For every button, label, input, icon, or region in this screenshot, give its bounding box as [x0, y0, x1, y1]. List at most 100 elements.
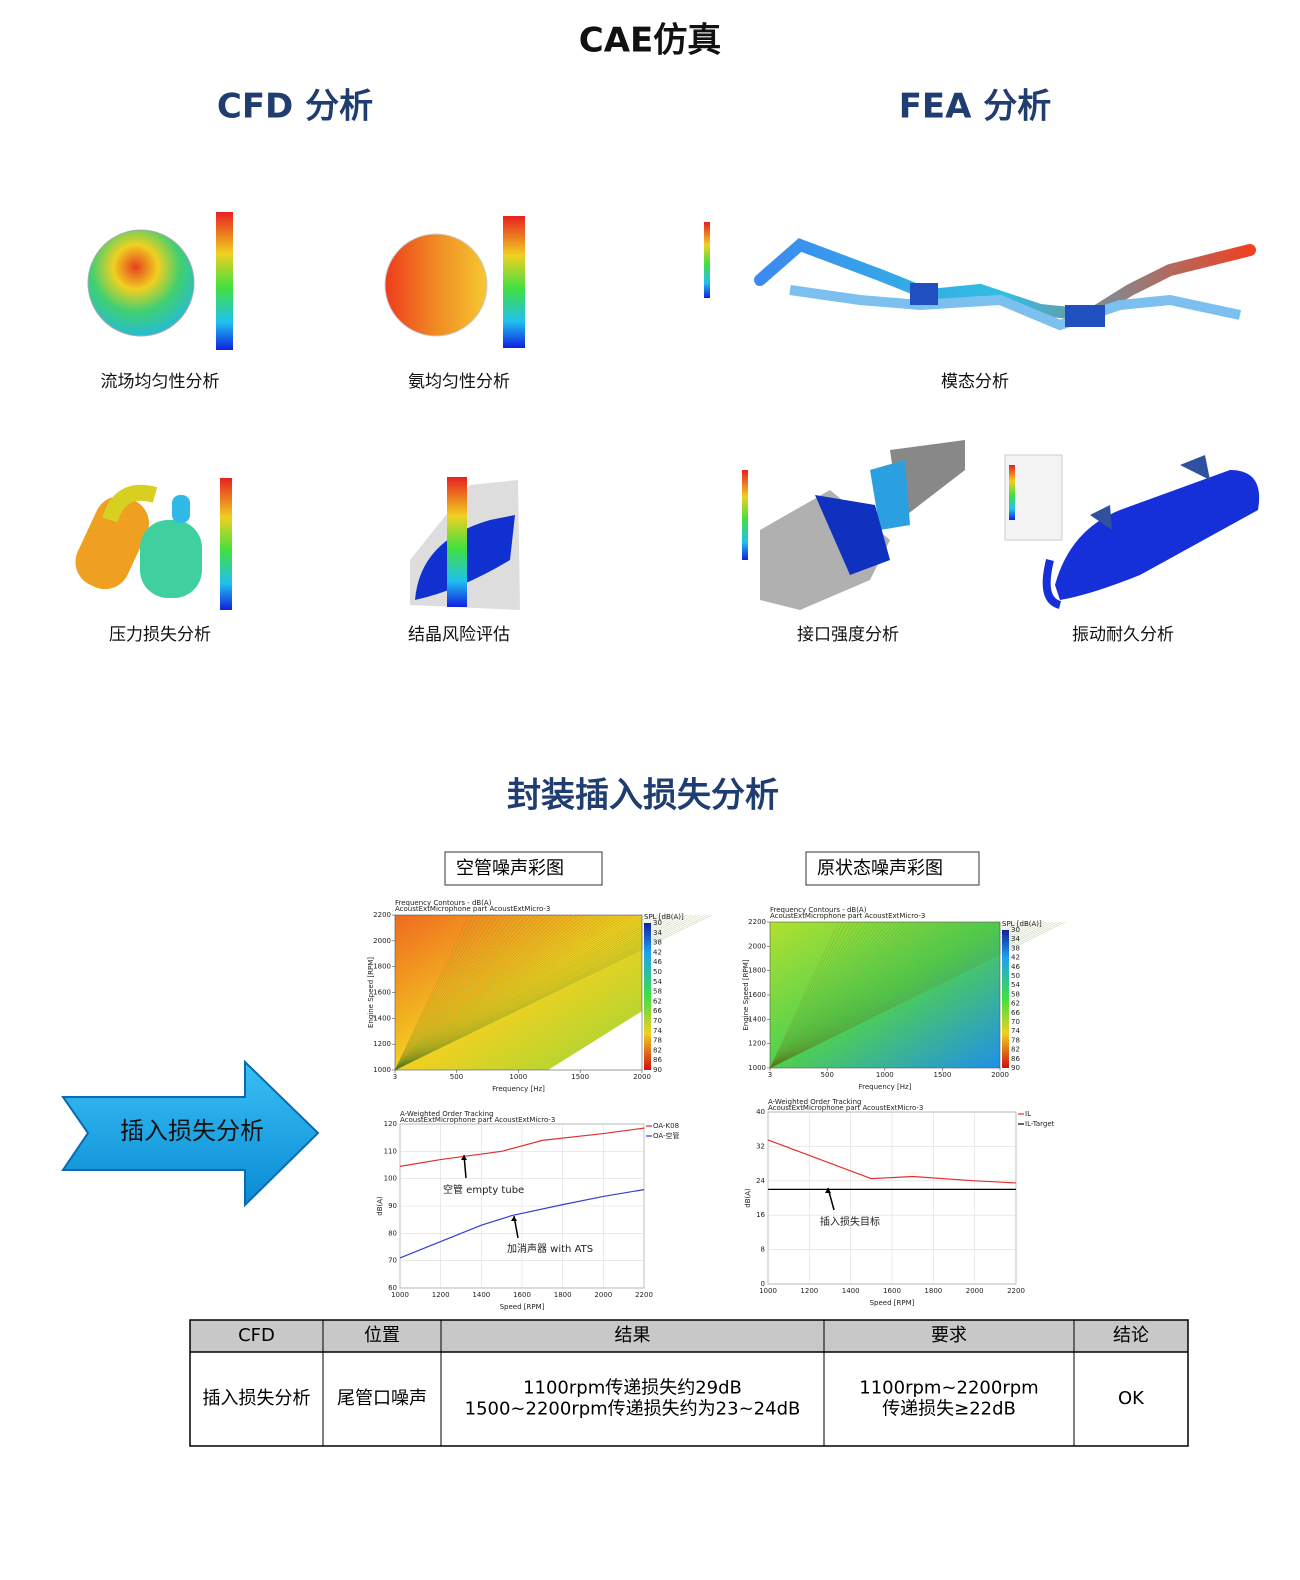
colorbar-tick-label: 30: [1011, 926, 1020, 934]
colorbar-tick-label: 34: [653, 929, 662, 937]
contour-texture: [769, 921, 993, 1069]
series-line: [767, 1139, 1017, 1184]
x-tick-label: 2000: [633, 1073, 651, 1081]
y-tick-label: 100: [384, 1175, 397, 1183]
contour-texture: [394, 914, 708, 1071]
label-box: [805, 851, 980, 886]
contour-texture: [769, 921, 913, 1069]
contour-texture: [769, 921, 859, 1069]
contour-texture: [394, 914, 478, 1071]
contour-texture: [394, 914, 585, 1071]
section-title: 封装插入损失分析: [507, 776, 779, 816]
contour-texture: [394, 914, 630, 1071]
x-axis-label: Frequency [Hz]: [859, 1083, 912, 1091]
x-tick-label: 1600: [883, 1287, 901, 1295]
legend-label: OA-K08: [653, 1122, 679, 1130]
contour-texture: [769, 921, 985, 1069]
contour-texture: [394, 914, 482, 1071]
contour-texture: [769, 921, 1058, 1069]
colorbar-tick-label: 54: [1011, 981, 1020, 989]
y-tick-label: 110: [384, 1147, 397, 1155]
cfd-image: [75, 478, 232, 610]
x-tick-label: 1000: [509, 1073, 527, 1081]
annotation-arrowhead: [511, 1216, 517, 1221]
contour-texture: [769, 921, 874, 1069]
table-cell: 尾管口噪声: [337, 1388, 427, 1409]
x-tick-label: 1400: [472, 1291, 490, 1299]
annotation: 空管 empty tube: [443, 1183, 524, 1196]
colorbar-tick-label: 86: [1011, 1055, 1020, 1063]
figure-caption: 氨均匀性分析: [408, 372, 510, 392]
contour-texture: [769, 921, 909, 1069]
contour-texture: [769, 921, 962, 1069]
contour-texture: [394, 914, 639, 1071]
contour-texture: [394, 914, 490, 1071]
contour-texture: [769, 921, 947, 1069]
y-axis-label: Engine Speed [RPM]: [367, 957, 375, 1028]
contour-texture: [769, 921, 928, 1069]
contour-texture: [769, 921, 955, 1069]
contour-texture: [769, 921, 970, 1069]
chart-title: A-Weighted Order Tracking: [400, 1110, 494, 1118]
y-tick-label: 120: [384, 1120, 397, 1128]
y-axis-label: dB(A): [744, 1188, 752, 1208]
y-axis-label: Engine Speed [RPM]: [742, 959, 750, 1030]
figure-caption: 模态分析: [941, 372, 1009, 392]
colorbar-tick-label: 70: [1011, 1018, 1020, 1026]
legend-label: OA-空管: [653, 1131, 680, 1140]
contour-texture: [394, 914, 626, 1071]
y-axis-label: dB(A): [376, 1196, 384, 1216]
y-tick-label: 2200: [373, 911, 391, 919]
contour-texture: [769, 921, 1066, 1069]
y-tick-label: 90: [388, 1202, 397, 1210]
table-header: CFD: [238, 1325, 275, 1346]
contour-texture: [394, 914, 651, 1071]
x-tick-label: 3: [393, 1073, 397, 1081]
y-tick-label: 8: [761, 1246, 765, 1254]
contour-texture: [394, 914, 499, 1071]
table-cell: 传递损失≥22dB: [882, 1399, 1016, 1420]
table-cell: 1100rpm~2200rpm: [859, 1378, 1038, 1399]
contour-texture: [769, 921, 905, 1069]
contour-texture: [394, 914, 577, 1071]
x-tick-label: 1000: [759, 1287, 777, 1295]
x-tick-label: 500: [821, 1071, 834, 1079]
colorbar-tick-label: 50: [653, 968, 662, 976]
contour-texture: [769, 921, 1027, 1069]
y-tick-label: 1400: [373, 1014, 391, 1022]
contour-texture: [769, 921, 997, 1069]
contour-texture: [769, 921, 840, 1069]
x-tick-label: 1200: [800, 1287, 818, 1295]
colorbar-tick-label: 42: [1011, 954, 1020, 962]
x-tick-label: 1000: [391, 1291, 409, 1299]
x-tick-label: 2000: [594, 1291, 612, 1299]
contour-texture: [769, 921, 870, 1069]
colorbar-tick-label: 74: [1011, 1027, 1020, 1035]
colorbar-tick-label: 82: [653, 1046, 662, 1054]
series-line: [399, 1189, 645, 1259]
contour-texture: [769, 921, 897, 1069]
table-cell: 1100rpm传递损失约29dB: [523, 1378, 742, 1399]
y-tick-label: 1400: [748, 1015, 766, 1023]
contour-texture: [769, 921, 901, 1069]
table-cell: OK: [1118, 1388, 1145, 1409]
colorbar-tick-label: 78: [1011, 1036, 1020, 1044]
contour-texture: [769, 921, 974, 1069]
x-tick-label: 1400: [842, 1287, 860, 1295]
x-tick-label: 2200: [1007, 1287, 1025, 1295]
contour-texture: [394, 914, 655, 1071]
contour-texture: [769, 921, 1020, 1069]
y-tick-label: 1000: [748, 1064, 766, 1072]
contour-texture: [394, 914, 548, 1071]
contour-texture: [394, 914, 643, 1071]
contour-texture: [394, 914, 688, 1071]
figure-caption: 振动耐久分析: [1072, 625, 1174, 645]
table-header: 结论: [1113, 1325, 1149, 1346]
colorbar-tick-label: 58: [653, 988, 662, 996]
chart-title: A-Weighted Order Tracking: [768, 1098, 862, 1106]
x-tick-label: 500: [450, 1073, 463, 1081]
contour-texture: [769, 921, 943, 1069]
contour-texture: [394, 914, 606, 1071]
contour-texture: [769, 921, 1024, 1069]
contour-texture: [769, 921, 1062, 1069]
